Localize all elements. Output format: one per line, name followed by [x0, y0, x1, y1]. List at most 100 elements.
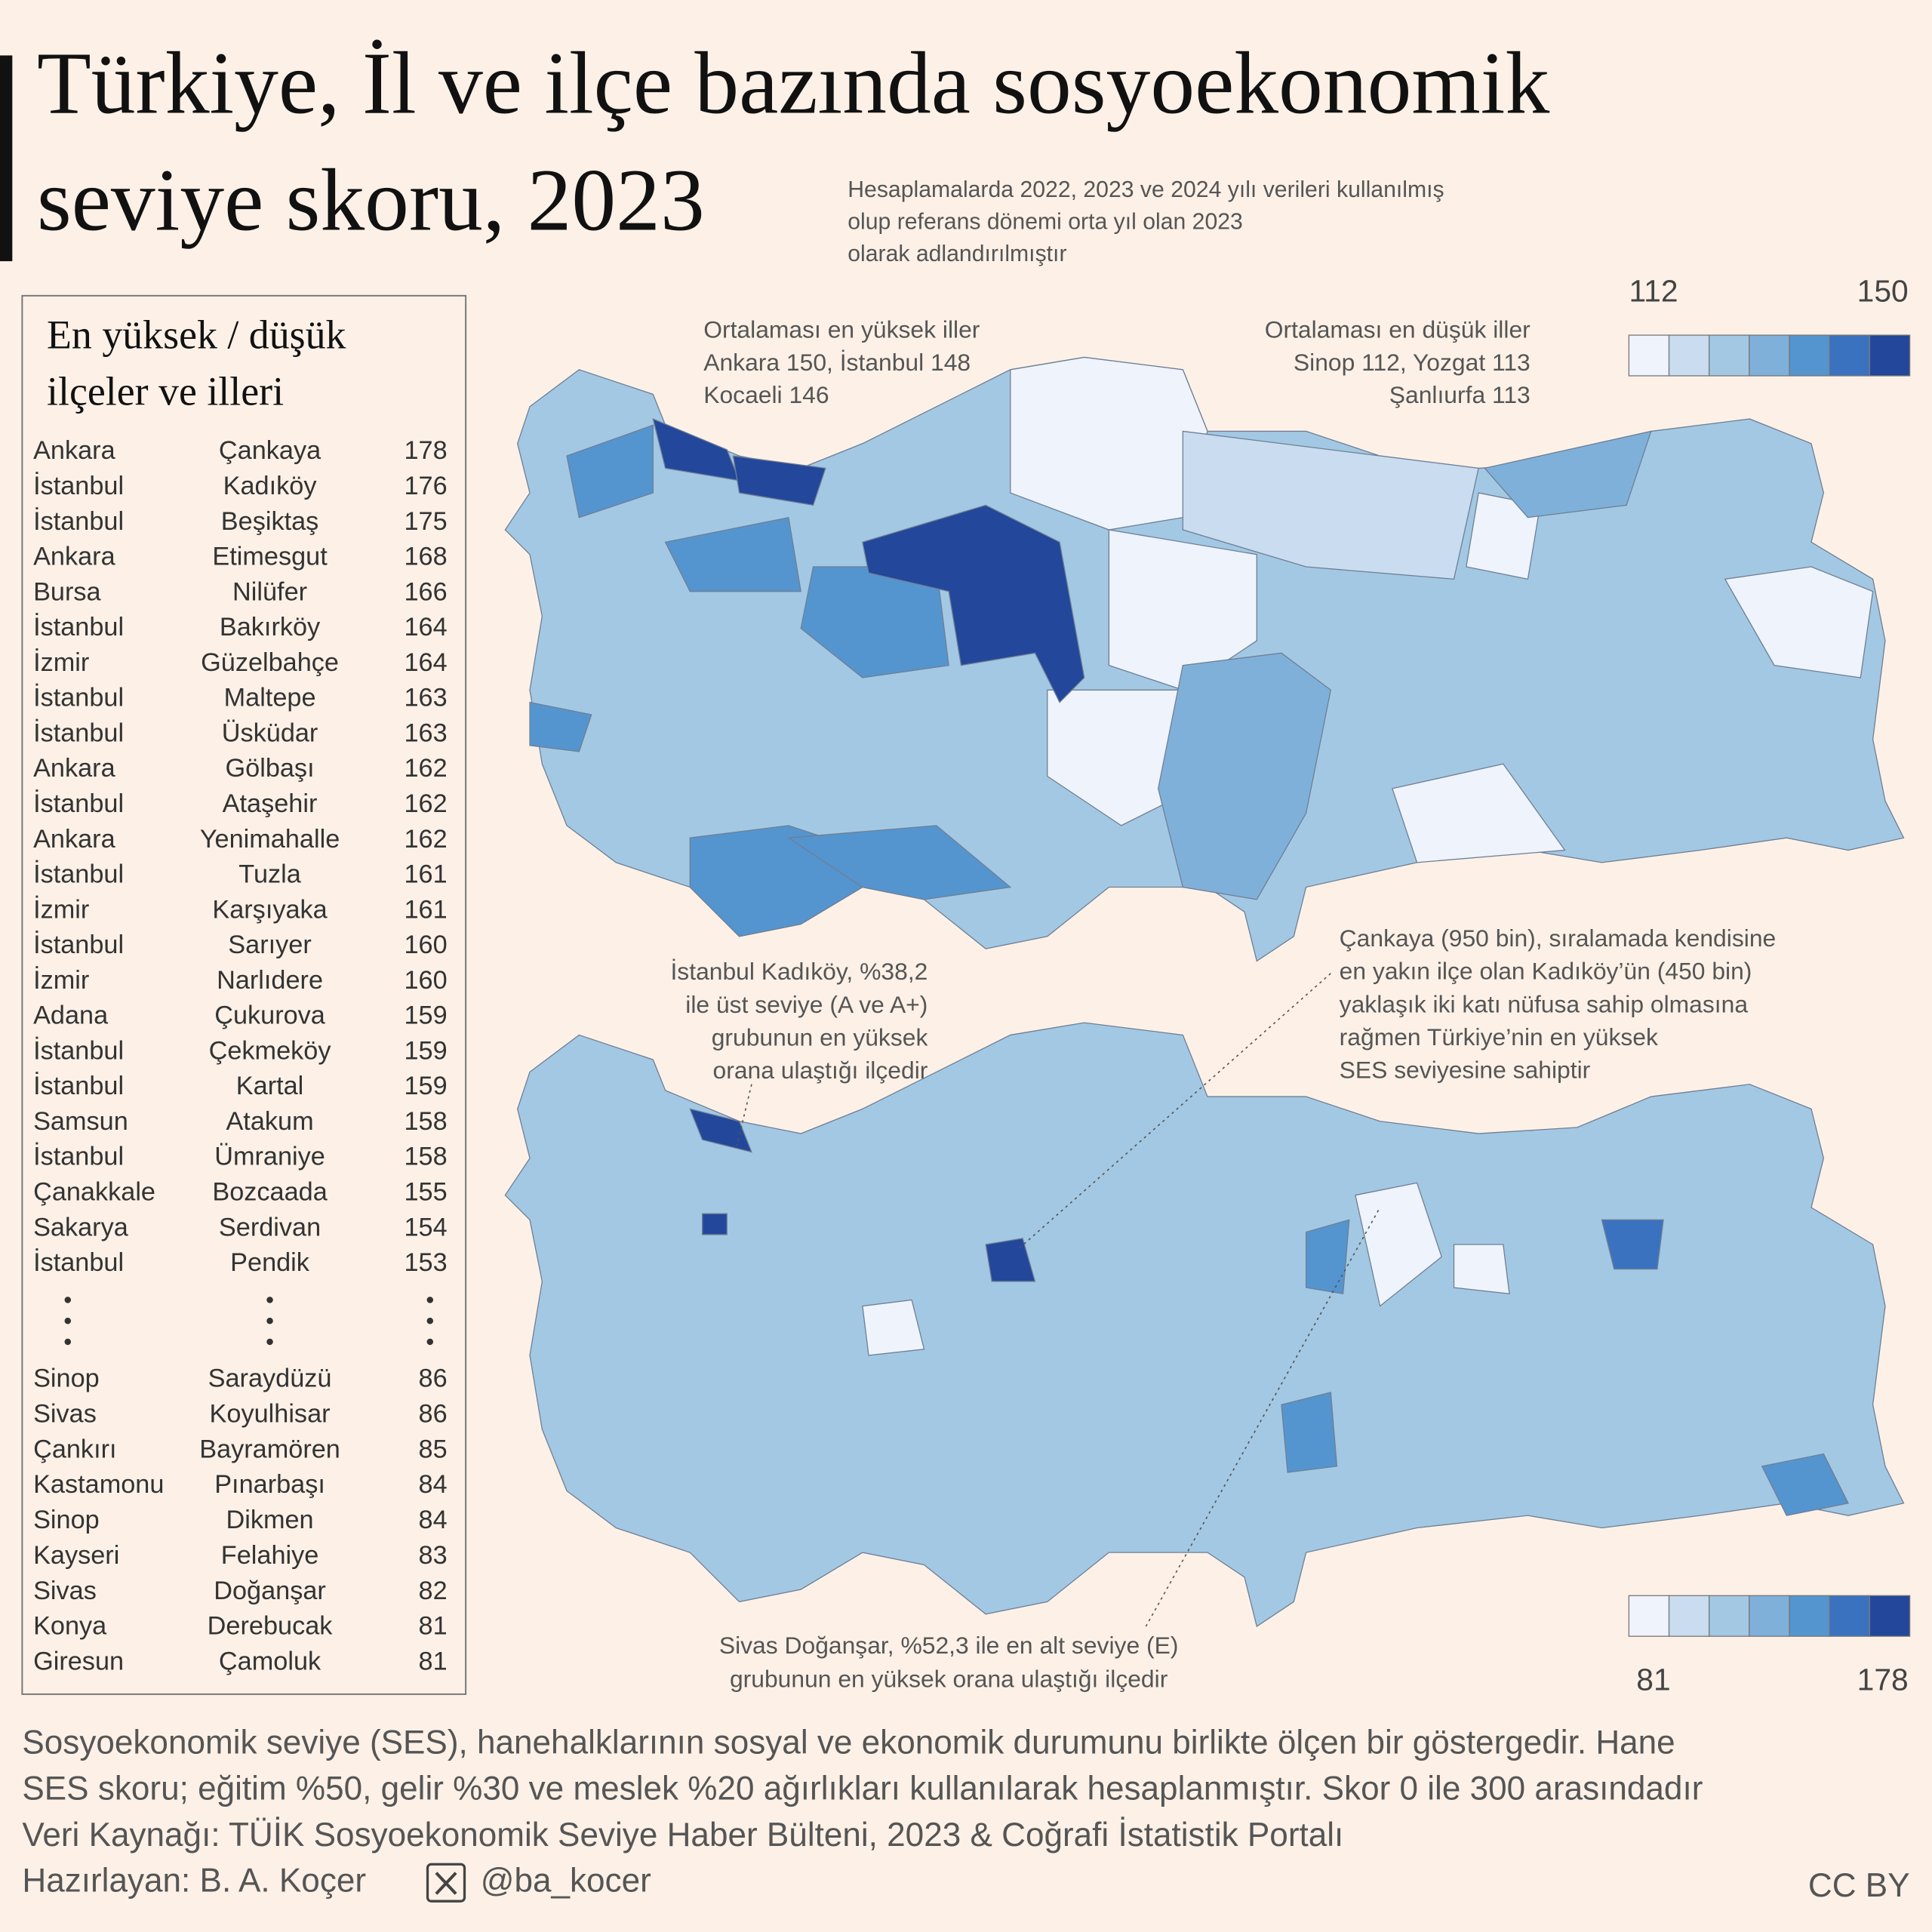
- author: Hazırlayan: B. A. Koçer: [22, 1862, 366, 1899]
- district-name: Atakum: [226, 1107, 313, 1136]
- province: [1392, 763, 1566, 863]
- legend-swatch: [1628, 1595, 1670, 1637]
- province-name: İzmir: [33, 965, 89, 995]
- score: 162: [404, 754, 447, 783]
- legend-swatch: [1749, 334, 1790, 377]
- province-name: Giresun: [33, 1647, 124, 1675]
- province-name: İstanbul: [33, 718, 124, 747]
- annotation: orana ulaştığı ilçedir: [713, 1057, 928, 1084]
- district-name: Pendik: [230, 1248, 310, 1277]
- table-box: [21, 294, 467, 1695]
- table-title: En yüksek / düşük: [47, 312, 346, 357]
- legend-min: 112: [1629, 273, 1678, 308]
- province-name: İzmir: [33, 894, 89, 924]
- score: 164: [404, 648, 447, 677]
- province: [566, 424, 654, 518]
- score: 162: [404, 825, 447, 854]
- leader-line: [736, 1084, 752, 1146]
- province-name: Ankara: [33, 754, 116, 783]
- district-name: Bakırköy: [220, 613, 321, 641]
- province-name: Çanakkale: [33, 1178, 155, 1207]
- annotation: yaklaşık iki katı nüfusa sahip olmasına: [1340, 990, 1749, 1017]
- province-name: Ankara: [33, 825, 116, 854]
- province-name: İstanbul: [33, 1142, 124, 1171]
- subtitle-note: olup referans dönemi orta yıl olan 2023: [848, 209, 1243, 234]
- score: 159: [404, 1001, 447, 1030]
- score: 159: [404, 1036, 447, 1065]
- legend-swatch: [1829, 334, 1871, 377]
- district-name: Saraydüzü: [208, 1364, 332, 1393]
- province-name: İstanbul: [33, 1247, 124, 1277]
- annotation: Kocaeli 146: [703, 381, 829, 408]
- district-name: Dikmen: [226, 1506, 313, 1534]
- district-name: Serdivan: [219, 1213, 321, 1241]
- score: 86: [419, 1399, 448, 1428]
- province: [1484, 430, 1652, 518]
- district: [1601, 1219, 1664, 1270]
- title-bar: [0, 55, 13, 262]
- ellipsis: [64, 1297, 434, 1346]
- province-name: Bursa: [33, 577, 101, 606]
- province-name: Sivas: [33, 1577, 97, 1605]
- district-name: Kadıköy: [223, 472, 318, 500]
- district-name: Derebucak: [208, 1612, 334, 1641]
- footer-text: Veri Kaynağı: TÜİK Sosyoekonomik Seviye …: [22, 1817, 1343, 1854]
- district-name: Çukurova: [214, 1001, 326, 1030]
- province-name: İstanbul: [33, 1071, 124, 1100]
- legend-swatch: [1668, 1595, 1710, 1637]
- district-name: Beşiktaş: [221, 507, 319, 536]
- province-kocaeli: [732, 455, 826, 506]
- province-name: Kastamonu: [33, 1470, 164, 1499]
- province-name: Kayseri: [33, 1541, 119, 1570]
- annotation: grubunun en yüksek orana ulaştığı ilçedi…: [730, 1665, 1168, 1692]
- score: 158: [404, 1107, 447, 1136]
- province-name: Çankırı: [33, 1435, 116, 1463]
- district-name: Narlıdere: [217, 966, 323, 995]
- title: seviye skoru, 2023: [37, 152, 705, 250]
- score: 159: [404, 1072, 447, 1100]
- district-name: Koyulhisar: [210, 1399, 331, 1428]
- score: 84: [419, 1506, 448, 1534]
- score: 168: [404, 543, 447, 571]
- province-name: İstanbul: [33, 612, 124, 641]
- district-name: Çamoluk: [219, 1647, 321, 1675]
- annotation: SES seviyesine sahiptir: [1340, 1056, 1591, 1083]
- score: 162: [404, 789, 447, 818]
- province-name: İstanbul: [33, 471, 124, 500]
- legend-swatch: [1709, 334, 1750, 377]
- district: [1761, 1453, 1849, 1516]
- legend-swatch: [1869, 334, 1911, 377]
- subtitle-note: Hesaplamalarda 2022, 2023 ve 2024 yılı v…: [848, 177, 1444, 202]
- legend-swatch: [1668, 334, 1710, 377]
- province-map: [504, 356, 1905, 962]
- district-name: Nilüfer: [232, 577, 307, 606]
- district: [1281, 1392, 1338, 1473]
- score: 81: [419, 1647, 448, 1675]
- province-name: Sinop: [33, 1506, 100, 1534]
- leader-line: [1016, 973, 1331, 1251]
- district: [1305, 1219, 1350, 1295]
- annotation: Ankara 150, İstanbul 148: [703, 349, 971, 376]
- province: [1158, 652, 1331, 900]
- district-name: Pınarbaşı: [214, 1470, 325, 1499]
- score: 154: [404, 1213, 447, 1241]
- province-name: İstanbul: [33, 930, 124, 959]
- district: [1355, 1182, 1442, 1307]
- legend-swatch: [1628, 334, 1670, 377]
- handle: @ba_kocer: [481, 1862, 651, 1899]
- district-istanbul: [689, 1108, 752, 1153]
- score: 82: [419, 1577, 448, 1605]
- table-title: ilçeler ve illeri: [47, 368, 284, 414]
- district-name: Karşıyaka: [212, 895, 328, 924]
- province-name: Sivas: [33, 1399, 97, 1428]
- province-name: İstanbul: [33, 683, 124, 712]
- score: 164: [404, 613, 447, 641]
- annotation: Şanlıurfa 113: [1389, 381, 1531, 408]
- province-name: İstanbul: [33, 506, 124, 536]
- province-name: İzmir: [33, 648, 89, 677]
- district-name: Kartal: [236, 1072, 304, 1100]
- province: [1010, 356, 1208, 531]
- province: [1047, 689, 1196, 826]
